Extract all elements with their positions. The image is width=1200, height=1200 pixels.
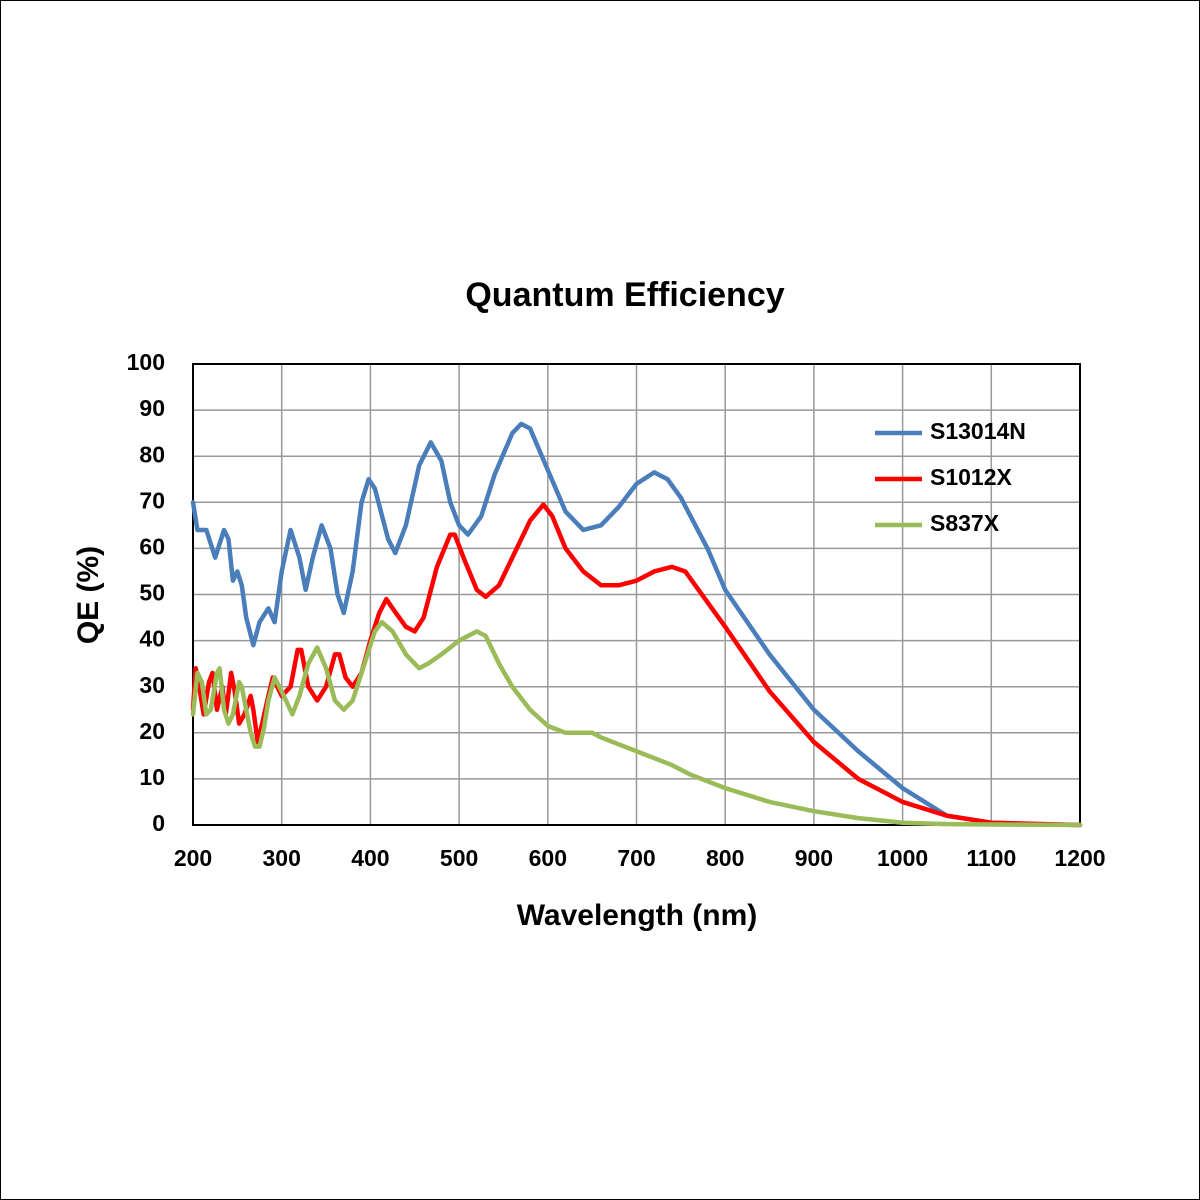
x-tick-label: 1200: [1054, 845, 1105, 871]
x-tick-label: 1000: [877, 845, 928, 871]
y-tick-label: 60: [139, 533, 165, 559]
x-tick-label: 800: [706, 845, 744, 871]
y-tick-label: 40: [139, 626, 165, 652]
y-tick-label: 80: [139, 441, 165, 467]
y-tick-label: 70: [139, 487, 165, 513]
x-tick-label: 400: [351, 845, 389, 871]
y-tick-label: 20: [139, 718, 165, 744]
x-tick-label: 1100: [966, 845, 1016, 871]
y-tick-label: 0: [152, 810, 165, 836]
x-tick-label: 600: [529, 845, 567, 871]
y-tick-label: 50: [139, 580, 165, 606]
y-tick-label: 100: [127, 349, 165, 375]
legend-label: S1012X: [930, 464, 1013, 490]
series-line: [190, 421, 1083, 828]
x-tick-label: 900: [795, 845, 833, 871]
x-tick-label: 300: [263, 845, 301, 871]
plot-border: [192, 363, 1081, 826]
legend-label: S13014N: [930, 418, 1026, 444]
y-axis-label: QE (%): [72, 546, 105, 644]
y-tick-label: 30: [139, 672, 165, 698]
x-axis-label: Wavelength (nm): [517, 899, 758, 932]
chart-title: Quantum Efficiency: [465, 276, 784, 314]
series-line: [190, 619, 1083, 828]
x-tick-label: 200: [174, 845, 212, 871]
legend-label: S837X: [930, 510, 1000, 536]
x-tick-label: 700: [617, 845, 655, 871]
series-line: [190, 502, 1083, 828]
y-tick-label: 10: [139, 764, 165, 790]
x-tick-label: 500: [440, 845, 478, 871]
y-tick-label: 90: [139, 395, 165, 421]
